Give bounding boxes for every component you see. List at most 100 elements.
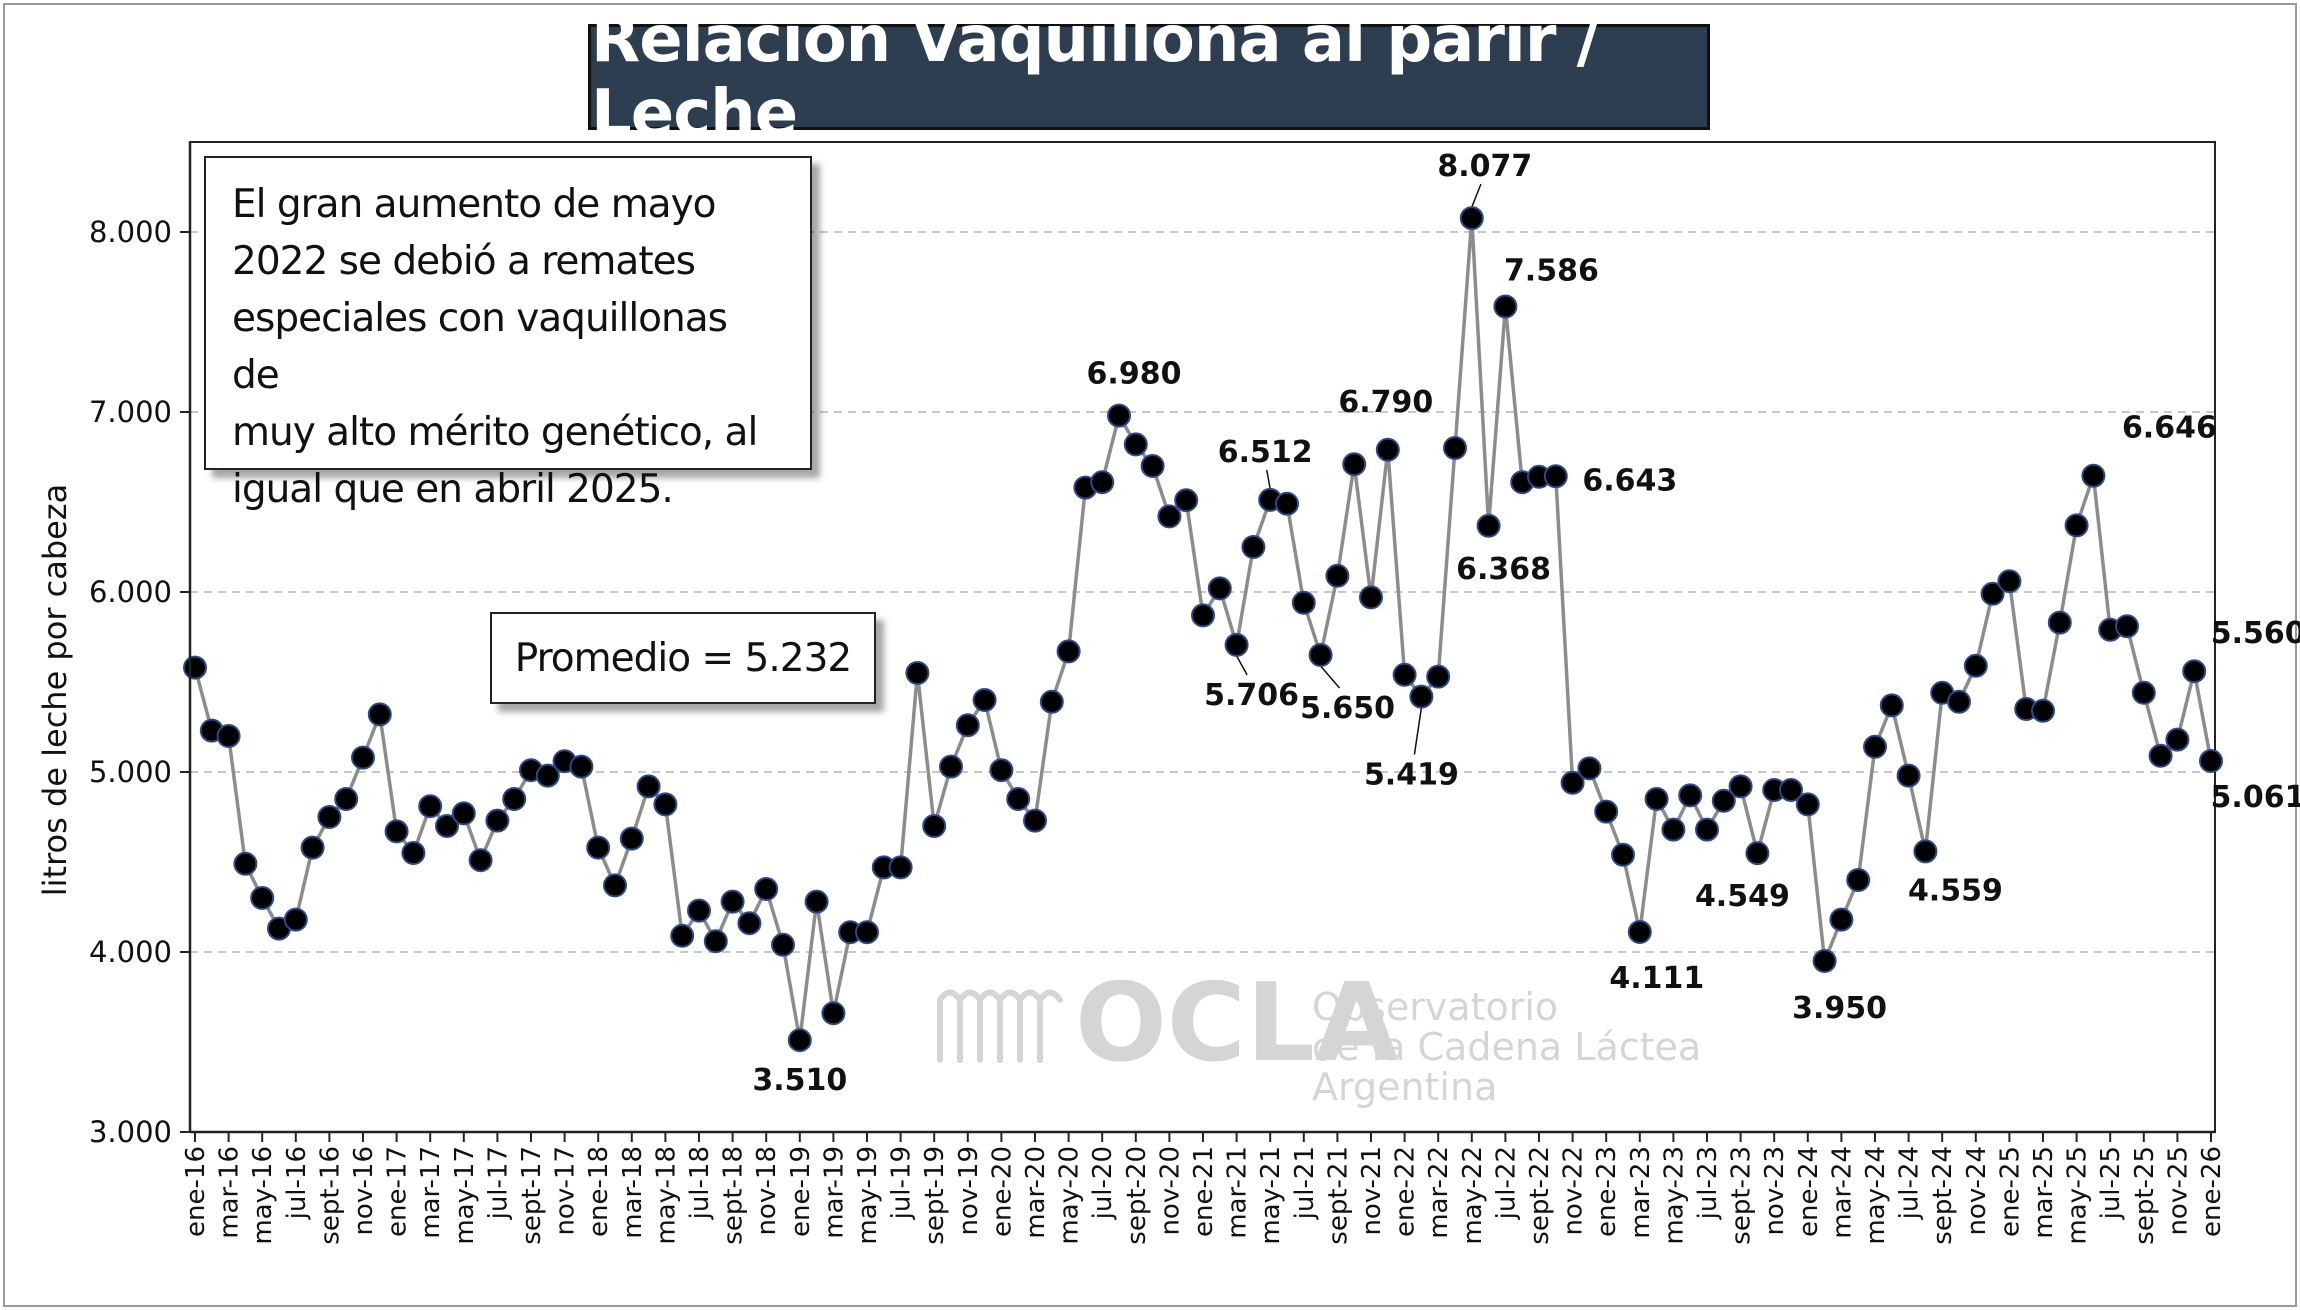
data-point xyxy=(922,814,947,838)
data-point xyxy=(1611,842,1635,867)
x-axis-tick-labels: ene-16 mar-16 may-16 jul-16 sept-16 nov-16 ene… xyxy=(181,1132,2227,1245)
data-point xyxy=(468,848,493,873)
ocla-logo-stroke xyxy=(997,989,1023,1063)
data-point xyxy=(334,787,359,811)
x-tick-label: mar-22 xyxy=(1424,1146,1454,1239)
data-point xyxy=(1963,653,1988,678)
label-leader-line xyxy=(1265,469,1271,489)
data-point xyxy=(1056,639,1081,664)
label-leader-line xyxy=(1471,183,1482,208)
x-tick-label: may-24 xyxy=(1861,1146,1891,1245)
x-tick-label: sept-20 xyxy=(1122,1146,1152,1245)
x-tick-label: ene-17 xyxy=(383,1146,413,1237)
data-point xyxy=(2115,614,2139,639)
x-tick-label: mar-20 xyxy=(1021,1146,1051,1239)
data-label: 3.510 xyxy=(752,1063,847,1098)
ocla-logo-stroke xyxy=(937,989,963,1063)
data-point xyxy=(183,655,207,680)
data-point xyxy=(2148,743,2173,768)
data-point xyxy=(2031,698,2055,723)
ocla-watermark: OCLA Observatorio de la Cadena Láctea Ar… xyxy=(937,961,1701,1109)
data-point xyxy=(1476,513,1501,538)
data-point xyxy=(1039,689,1064,714)
data-point xyxy=(1359,585,1383,610)
x-tick-label: sept-16 xyxy=(315,1146,345,1245)
data-label: 5.650 xyxy=(1300,691,1395,726)
data-point xyxy=(401,841,426,865)
data-point xyxy=(670,923,695,948)
x-tick-label: sept-21 xyxy=(1323,1146,1353,1245)
x-tick-label: mar-21 xyxy=(1223,1146,1253,1239)
x-tick-label: ene-19 xyxy=(786,1146,816,1237)
data-point xyxy=(939,754,963,779)
x-tick-label: mar-16 xyxy=(215,1146,245,1239)
x-tick-label: nov-22 xyxy=(1559,1146,1589,1236)
y-tick-label: 8.000 xyxy=(89,215,172,249)
data-point xyxy=(1879,693,1904,718)
x-tick-label: may-17 xyxy=(450,1146,480,1245)
x-tick-label: ene-26 xyxy=(2197,1146,2227,1237)
ocla-logo-stroke xyxy=(1037,989,1063,1063)
data-point xyxy=(1443,436,1467,460)
data-point xyxy=(703,929,728,954)
data-point xyxy=(300,835,325,860)
label-leader-lines xyxy=(1235,183,1482,755)
data-point xyxy=(1577,756,1602,781)
x-tick-label: sept-24 xyxy=(1928,1146,1958,1245)
data-point xyxy=(1980,581,2005,606)
data-point xyxy=(1291,590,1316,615)
data-labels: 3.510 6.980 5.706 6.512 5.650 6.790 5.419 8.077… xyxy=(752,149,2300,1098)
data-point xyxy=(351,745,375,770)
label-leader-line xyxy=(1413,707,1423,755)
data-point xyxy=(1846,868,1871,892)
x-tick-label: nov-18 xyxy=(752,1146,782,1236)
x-tick-label: jul-17 xyxy=(483,1146,513,1220)
data-point xyxy=(485,808,510,833)
data-point xyxy=(804,889,829,914)
x-tick-label: may-18 xyxy=(651,1146,681,1245)
watermark-line-2: de la Cadena Láctea xyxy=(1312,1025,1701,1069)
x-tick-label: sept-23 xyxy=(1727,1146,1757,1245)
x-tick-label: jul-19 xyxy=(887,1146,917,1220)
y-tick-label: 6.000 xyxy=(89,575,172,609)
data-point xyxy=(1426,664,1451,689)
x-tick-label: nov-17 xyxy=(551,1146,581,1236)
data-point xyxy=(653,792,678,817)
note-line: muy alto mérito genético, al xyxy=(232,410,758,455)
data-label: 8.077 xyxy=(1437,149,1532,184)
data-point xyxy=(2199,749,2223,774)
data-label: 6.643 xyxy=(1582,463,1677,498)
x-tick-label: ene-20 xyxy=(987,1146,1017,1237)
data-point xyxy=(418,794,443,819)
data-point xyxy=(972,688,997,712)
x-tick-label: sept-22 xyxy=(1525,1146,1555,1245)
data-label: 7.586 xyxy=(1504,254,1599,289)
data-point xyxy=(888,855,913,880)
data-point xyxy=(1090,470,1115,495)
x-tick-label: jul-18 xyxy=(685,1146,715,1220)
data-point xyxy=(1644,787,1669,811)
average-box: Promedio = 5.232 xyxy=(490,612,876,704)
data-points xyxy=(183,206,2223,1053)
x-tick-label: sept-19 xyxy=(920,1146,950,1245)
data-point xyxy=(535,763,560,788)
data-point xyxy=(1392,662,1417,687)
data-point xyxy=(1325,563,1350,588)
data-point xyxy=(720,889,745,914)
data-point xyxy=(1745,841,1770,866)
data-point xyxy=(821,1001,846,1026)
x-tick-label: mar-23 xyxy=(1626,1146,1656,1239)
data-point xyxy=(2182,659,2207,684)
y-axis-tick-labels: 3.000 4.000 5.000 6.000 7.000 8.000 xyxy=(89,215,172,1149)
data-point xyxy=(2165,727,2190,752)
data-point xyxy=(1375,437,1400,462)
data-point xyxy=(1275,491,1299,516)
x-tick-label: mar-17 xyxy=(416,1146,446,1239)
x-tick-label: ene-16 xyxy=(181,1146,211,1237)
x-tick-label: may-20 xyxy=(1055,1146,1085,1245)
x-tick-label: may-25 xyxy=(2063,1146,2093,1245)
data-point xyxy=(619,826,644,851)
data-point xyxy=(636,774,661,799)
data-point xyxy=(687,898,711,923)
data-point xyxy=(1913,839,1938,864)
